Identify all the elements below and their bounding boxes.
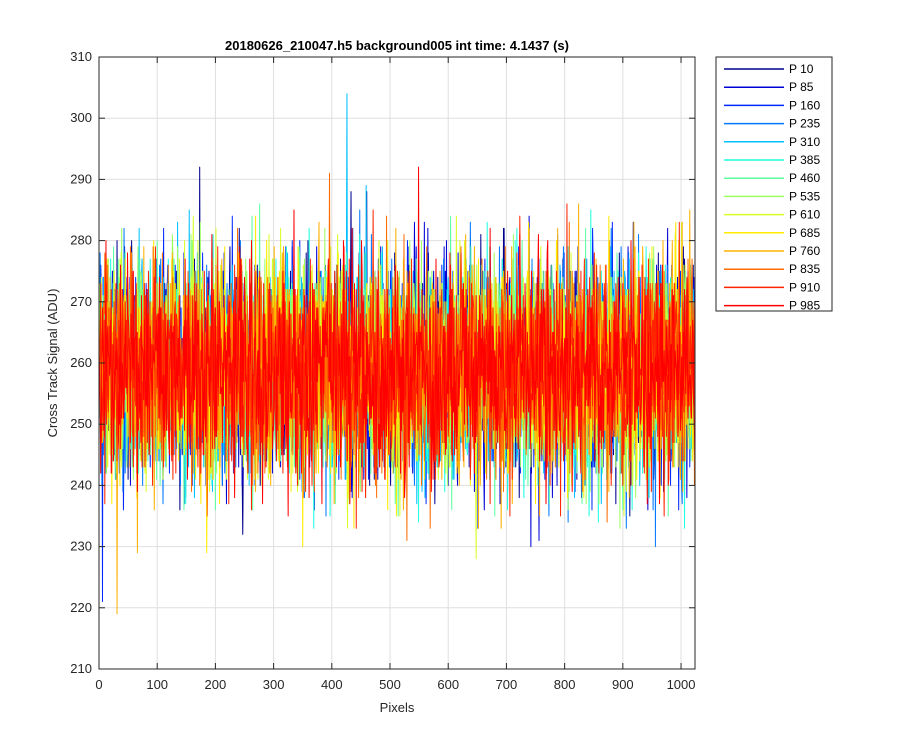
axis-ticks: 0 100 200 300 400 500 600 700 800 900 1000 210 220 23… bbox=[70, 49, 695, 692]
x-tick-label: 100 bbox=[146, 677, 168, 692]
y-tick-label: 290 bbox=[70, 171, 92, 186]
x-tick-label: 500 bbox=[379, 677, 401, 692]
legend-label: P 835 bbox=[789, 262, 820, 276]
x-tick-label: 700 bbox=[496, 677, 518, 692]
x-tick-label: 400 bbox=[321, 677, 343, 692]
legend-label: P 85 bbox=[789, 80, 814, 94]
legend-label: P 10 bbox=[789, 62, 814, 76]
legend-label: P 235 bbox=[789, 117, 820, 131]
legend-label: P 610 bbox=[789, 208, 820, 222]
legend-label: P 685 bbox=[789, 226, 820, 240]
legend-label: P 760 bbox=[789, 244, 820, 258]
y-axis-title: Cross Track Signal (ADU) bbox=[45, 289, 60, 438]
y-tick-label: 250 bbox=[70, 416, 92, 431]
x-tick-label: 800 bbox=[554, 677, 576, 692]
y-tick-label: 210 bbox=[70, 661, 92, 676]
legend-label: P 160 bbox=[789, 98, 820, 112]
y-tick-label: 270 bbox=[70, 294, 92, 309]
x-tick-label: 600 bbox=[437, 677, 459, 692]
x-tick-label: 200 bbox=[205, 677, 227, 692]
x-tick-label: 0 bbox=[95, 677, 102, 692]
legend-label: P 910 bbox=[789, 280, 820, 294]
legend-label: P 385 bbox=[789, 153, 820, 167]
legend-label: P 985 bbox=[789, 299, 820, 313]
y-tick-label: 280 bbox=[70, 233, 92, 248]
legend-label: P 310 bbox=[789, 135, 820, 149]
chart-title: 20180626_210047.h5 background005 int tim… bbox=[225, 38, 569, 53]
y-tick-label: 310 bbox=[70, 49, 92, 64]
legend: P 10 P 85 P 160 P 235 P 310 P 385 P 460 P 535 P … bbox=[715, 56, 833, 313]
x-tick-label: 1000 bbox=[667, 677, 696, 692]
y-tick-label: 260 bbox=[70, 355, 92, 370]
x-axis-title: Pixels bbox=[380, 700, 415, 715]
legend-label: P 460 bbox=[789, 171, 820, 185]
series-line bbox=[99, 166, 696, 517]
y-tick-label: 230 bbox=[70, 539, 92, 554]
x-tick-label: 900 bbox=[612, 677, 634, 692]
series-lines bbox=[99, 93, 696, 615]
y-tick-label: 220 bbox=[70, 600, 92, 615]
y-tick-label: 300 bbox=[70, 110, 92, 125]
legend-label: P 535 bbox=[789, 189, 820, 203]
x-tick-label: 300 bbox=[263, 677, 285, 692]
y-tick-label: 240 bbox=[70, 477, 92, 492]
